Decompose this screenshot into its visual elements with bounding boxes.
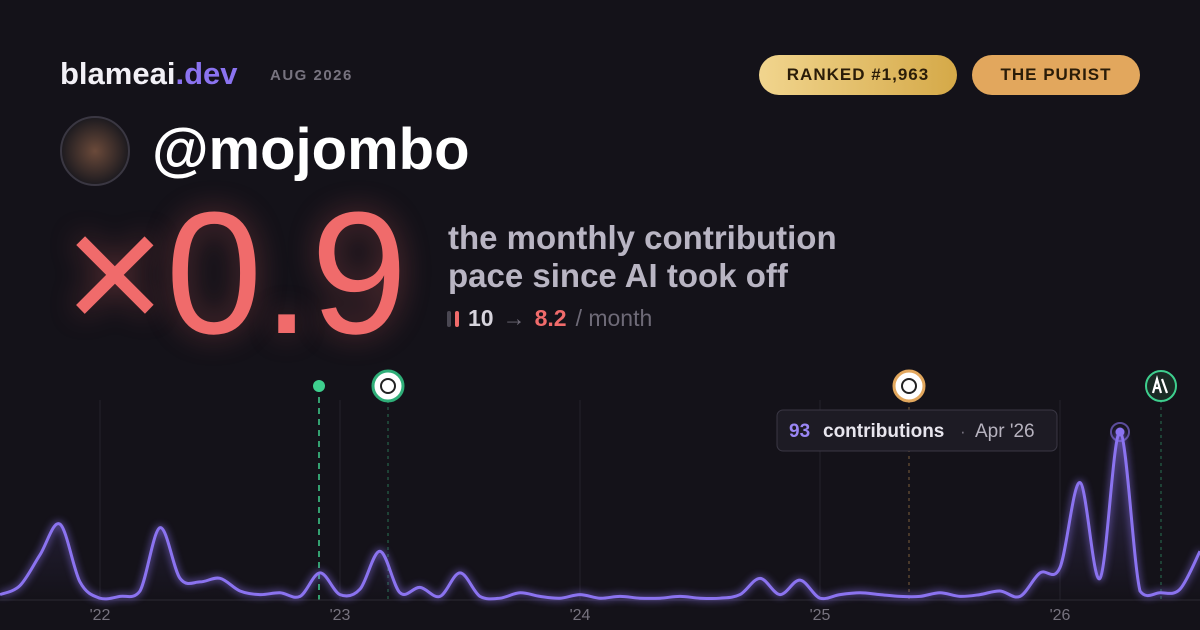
rank-badge[interactable]: RANKED #1,963: [759, 55, 957, 95]
x-tick-label: '22: [90, 607, 111, 624]
caption-line: the monthly contribution: [448, 219, 837, 256]
tooltip: 93 contributions · Apr '26: [776, 409, 1058, 452]
unit: / month: [575, 305, 653, 331]
anthropic-icon: [1145, 370, 1177, 402]
openai-icon: [892, 369, 926, 403]
pace-row: 10 → 8.2 / month: [447, 305, 652, 332]
brand-tld: .dev: [175, 56, 238, 91]
caption-line: pace since AI took off: [448, 257, 788, 294]
line: [0, 430, 1200, 601]
after: 8.2: [534, 305, 567, 331]
type-badge[interactable]: THE PURIST: [972, 55, 1140, 95]
arrow: →: [502, 305, 526, 331]
handle: @mojombo: [152, 117, 470, 182]
openai-glyph: [901, 378, 917, 394]
x-tick-label: '26: [1050, 607, 1071, 624]
tooltip-box: [776, 409, 1058, 452]
peak-point: [1115, 427, 1125, 437]
openai-icon: [371, 369, 405, 403]
openai-glyph: [380, 378, 396, 394]
date: AUG 2026: [270, 67, 353, 84]
x-tick-label: '23: [330, 607, 351, 624]
x-tick-label: '25: [810, 607, 831, 624]
brand-name: blameai: [60, 56, 176, 91]
avatar: [60, 116, 130, 186]
area: [0, 431, 1200, 600]
tooltip-value: 93: [789, 421, 810, 442]
tooltip-separator: ·: [960, 422, 966, 441]
multiplier: ×0.9: [64, 175, 408, 370]
after-glyph: [455, 310, 459, 327]
brand: blameai.dev: [60, 56, 237, 92]
x-tick-label: '24: [570, 607, 591, 624]
anthropic-glyph: [1151, 374, 1169, 394]
peak-halo: [1110, 422, 1130, 442]
event-dot: [313, 380, 325, 392]
before-glyph: [447, 310, 451, 327]
before: 10: [468, 305, 494, 331]
tooltip-label: contributions: [823, 421, 944, 442]
tooltip-date: Apr '26: [975, 421, 1035, 442]
